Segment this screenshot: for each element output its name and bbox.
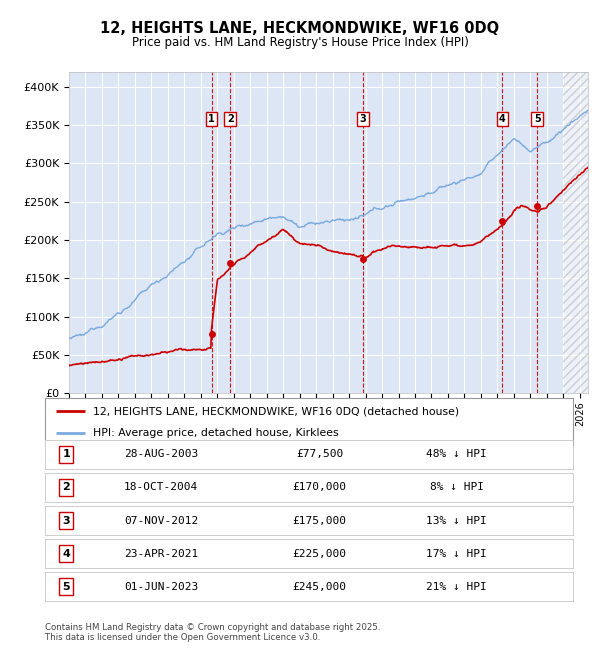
Text: £170,000: £170,000 bbox=[293, 482, 347, 493]
Text: £245,000: £245,000 bbox=[293, 582, 347, 592]
Text: 23-APR-2021: 23-APR-2021 bbox=[124, 549, 198, 558]
Text: 07-NOV-2012: 07-NOV-2012 bbox=[124, 515, 198, 526]
Text: 17% ↓ HPI: 17% ↓ HPI bbox=[427, 549, 487, 558]
Text: 21% ↓ HPI: 21% ↓ HPI bbox=[427, 582, 487, 592]
Text: 12, HEIGHTS LANE, HECKMONDWIKE, WF16 0DQ (detached house): 12, HEIGHTS LANE, HECKMONDWIKE, WF16 0DQ… bbox=[92, 406, 458, 416]
Text: Contains HM Land Registry data © Crown copyright and database right 2025.
This d: Contains HM Land Registry data © Crown c… bbox=[45, 623, 380, 642]
Text: 1: 1 bbox=[62, 449, 70, 460]
Text: HPI: Average price, detached house, Kirklees: HPI: Average price, detached house, Kirk… bbox=[92, 428, 338, 437]
Text: £175,000: £175,000 bbox=[293, 515, 347, 526]
Text: 5: 5 bbox=[534, 114, 541, 124]
Text: 48% ↓ HPI: 48% ↓ HPI bbox=[427, 449, 487, 460]
Bar bbox=[563, 72, 588, 393]
Text: 2: 2 bbox=[227, 114, 233, 124]
Text: 1: 1 bbox=[208, 114, 215, 124]
Text: 3: 3 bbox=[62, 515, 70, 526]
Text: 18-OCT-2004: 18-OCT-2004 bbox=[124, 482, 198, 493]
Text: 5: 5 bbox=[62, 582, 70, 592]
Text: 01-JUN-2023: 01-JUN-2023 bbox=[124, 582, 198, 592]
Text: Price paid vs. HM Land Registry's House Price Index (HPI): Price paid vs. HM Land Registry's House … bbox=[131, 36, 469, 49]
Text: 4: 4 bbox=[499, 114, 506, 124]
Text: 12, HEIGHTS LANE, HECKMONDWIKE, WF16 0DQ: 12, HEIGHTS LANE, HECKMONDWIKE, WF16 0DQ bbox=[100, 21, 500, 36]
Text: 3: 3 bbox=[360, 114, 367, 124]
Text: 4: 4 bbox=[62, 549, 70, 558]
Text: £225,000: £225,000 bbox=[293, 549, 347, 558]
Text: 2: 2 bbox=[62, 482, 70, 493]
Text: 8% ↓ HPI: 8% ↓ HPI bbox=[430, 482, 484, 493]
Text: 28-AUG-2003: 28-AUG-2003 bbox=[124, 449, 198, 460]
Text: £77,500: £77,500 bbox=[296, 449, 343, 460]
Text: 13% ↓ HPI: 13% ↓ HPI bbox=[427, 515, 487, 526]
